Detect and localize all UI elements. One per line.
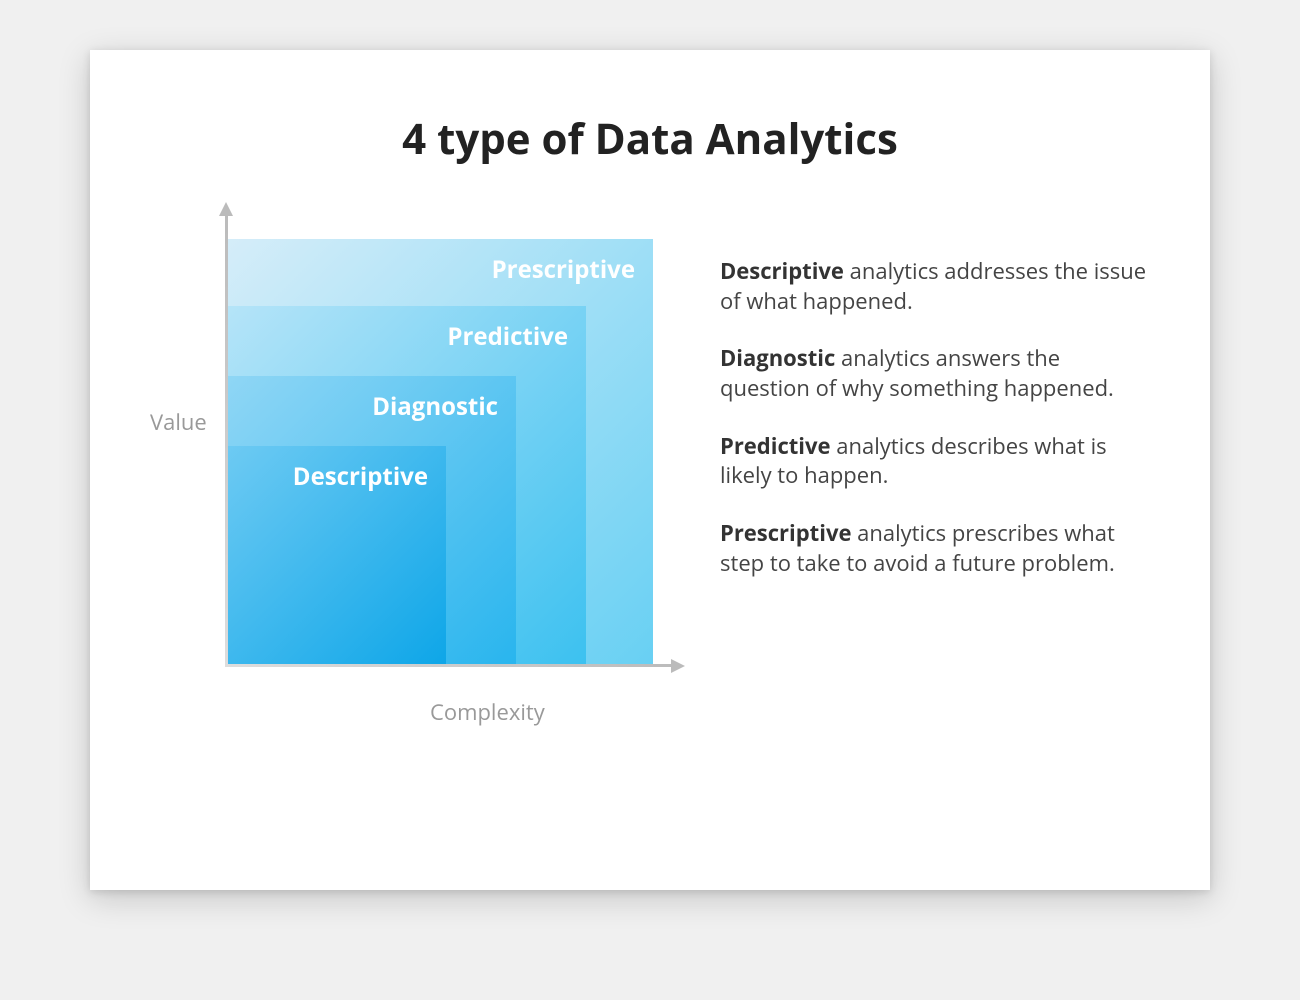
description-term: Predictive (720, 431, 831, 461)
chart-box-label: Diagnostic (372, 390, 498, 423)
description-item: Predictive analytics describes what is l… (720, 432, 1150, 491)
description-term: Prescriptive (720, 518, 851, 548)
chart-container: Value Prescriptive Predictive Diagnostic De… (150, 207, 680, 727)
chart-box-label: Descriptive (293, 460, 428, 493)
description-term: Diagnostic (720, 343, 835, 373)
descriptions-column: Descriptive analytics addresses the issu… (720, 207, 1150, 607)
slide-card: 4 type of Data Analytics Value Prescript… (90, 50, 1210, 890)
description-term: Descriptive (720, 256, 844, 286)
chart-box-label: Predictive (447, 320, 568, 353)
x-axis-line (225, 664, 675, 667)
description-item: Diagnostic analytics answers the questio… (720, 344, 1150, 403)
description-item: Prescriptive analytics prescribes what s… (720, 519, 1150, 578)
y-axis-label: Value (150, 407, 207, 437)
description-item: Descriptive analytics addresses the issu… (720, 257, 1150, 316)
y-axis-arrow-icon (219, 202, 233, 216)
x-axis-label: Complexity (430, 697, 545, 727)
x-axis-arrow-icon (671, 659, 685, 673)
chart-box-descriptive: Descriptive (228, 446, 446, 664)
plot-area: Prescriptive Predictive Diagnostic Descript… (225, 207, 675, 667)
chart-box-label: Prescriptive (492, 253, 635, 286)
page-title: 4 type of Data Analytics (150, 110, 1150, 167)
content-row: Value Prescriptive Predictive Diagnostic De… (150, 207, 1150, 727)
